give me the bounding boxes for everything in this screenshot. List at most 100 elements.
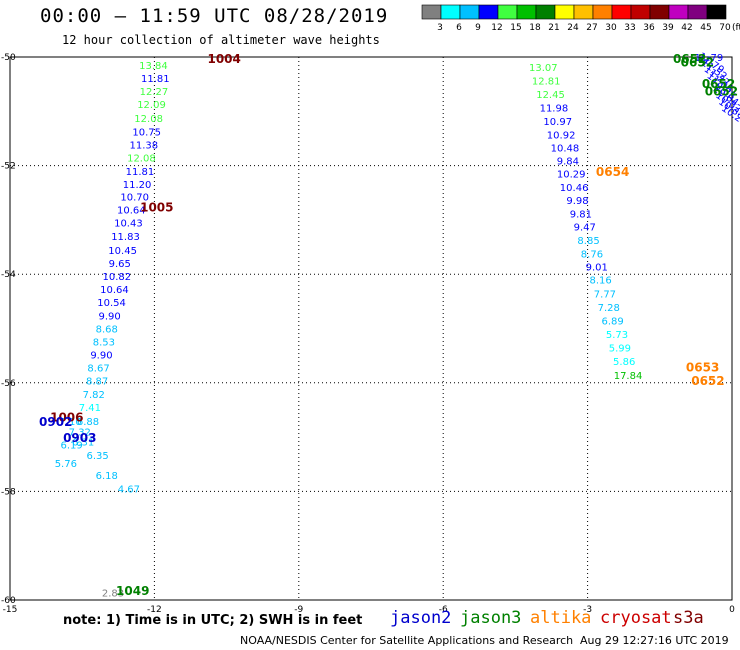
wave-height-label: 12.09 bbox=[137, 100, 166, 111]
wave-height-label: 9.81 bbox=[570, 209, 592, 220]
footer-note: note: 1) Time is in UTC; 2) SWH is in fe… bbox=[63, 613, 363, 628]
wave-height-label: 7.28 bbox=[598, 303, 620, 314]
colorbar-label: 3 bbox=[437, 23, 443, 33]
wave-height-label: 11.81 bbox=[126, 167, 155, 178]
colorbar-swatch bbox=[611, 4, 632, 20]
colorbar-label: 27 bbox=[586, 23, 597, 33]
wave-height-label: 9.01 bbox=[586, 263, 608, 274]
wave-height-label: 5.86 bbox=[613, 357, 635, 368]
y-tick-label: -56 bbox=[1, 379, 16, 389]
y-tick-label: -52 bbox=[1, 162, 16, 172]
wave-height-label: 4.67 bbox=[118, 485, 140, 496]
wave-height-label: 7.41 bbox=[79, 403, 101, 414]
pass-time-label: 1006 bbox=[50, 410, 83, 424]
colorbar-swatch bbox=[459, 4, 480, 20]
x-tick-label: -9 bbox=[294, 605, 303, 615]
pass-time-label: 0902 bbox=[39, 415, 72, 429]
wave-height-label: 6.31 bbox=[72, 437, 94, 448]
colorbar-label: 36 bbox=[643, 23, 655, 33]
colorbar-unit: (ft) bbox=[732, 23, 740, 33]
wave-height-label: 12.08 bbox=[134, 114, 163, 125]
plot-layer: 13.84 11.81 12.27 12.09 12.08 10.75 11.38 12.08… bbox=[39, 51, 740, 599]
wave-height-label: 10.29 bbox=[557, 170, 586, 181]
wave-height-label: 7.32 bbox=[69, 428, 91, 439]
colorbar-label: 30 bbox=[605, 23, 617, 33]
colorbar-swatch bbox=[630, 4, 651, 20]
wave-height-label: 5.73 bbox=[606, 330, 628, 341]
colorbar-label: 45 bbox=[700, 23, 711, 33]
x-tick-label: -15 bbox=[3, 605, 18, 615]
wave-height-label: 7.82 bbox=[83, 390, 105, 401]
wave-height-label: 11.38 bbox=[129, 140, 158, 151]
colorbar-swatch bbox=[592, 4, 613, 20]
wave-height-label: 9.84 bbox=[557, 157, 579, 168]
y-tick-label: -50 bbox=[1, 53, 16, 63]
wave-height-label: 10.46 bbox=[560, 183, 589, 194]
wave-height-label: 10.48 bbox=[551, 144, 580, 155]
colorbar-swatch bbox=[668, 4, 689, 20]
wave-height-label: 10.45 bbox=[108, 246, 137, 257]
footer-timestamp: Aug 29 12:27:16 UTC 2019 bbox=[580, 634, 729, 647]
wave-height-label: 6.19 bbox=[60, 441, 82, 452]
chart-subtitle: 12 hour collection of altimeter wave hei… bbox=[62, 33, 380, 47]
wave-height-label: 6.18 bbox=[96, 471, 118, 482]
pass-time-label: 0652 bbox=[702, 77, 735, 91]
colorbar-label: 42 bbox=[681, 23, 692, 33]
colorbar-label: 6 bbox=[456, 23, 462, 33]
wave-height-label: 9.65 bbox=[109, 259, 131, 270]
wave-height-label: 9.90 bbox=[90, 351, 112, 362]
wave-height-label: 8.85 bbox=[577, 236, 599, 247]
wave-height-label: 5.99 bbox=[609, 344, 631, 355]
wave-height-label: 10.75 bbox=[132, 127, 161, 138]
pass-time-label: 1049 bbox=[116, 584, 149, 598]
x-tick-label: -3 bbox=[583, 605, 592, 615]
wave-height-label: 10.64 bbox=[100, 285, 129, 296]
y-tick-label: -60 bbox=[1, 596, 16, 606]
wave-height-label: 7.77 bbox=[594, 290, 616, 301]
wave-height-label: 11.81 bbox=[141, 74, 170, 85]
colorbar-swatch bbox=[573, 4, 594, 20]
wave-height-label: 9.98 bbox=[566, 196, 588, 207]
colorbar-swatch bbox=[706, 4, 727, 20]
legend-altika: altika bbox=[530, 608, 592, 628]
legend-jason2: jason2 bbox=[390, 608, 452, 628]
legend-cryosat: cryosat bbox=[600, 608, 672, 628]
wave-height-label: 12.27 bbox=[140, 87, 169, 98]
colorbar-label: 70 bbox=[719, 23, 731, 33]
plot-frame bbox=[9, 56, 733, 601]
wave-height-label: 11.20 bbox=[123, 180, 152, 191]
colorbar-swatch bbox=[649, 4, 670, 20]
wave-height-label: 12.45 bbox=[536, 90, 565, 101]
colorbar-label: 39 bbox=[662, 23, 674, 33]
wave-height-label: 10.97 bbox=[543, 117, 572, 128]
wave-height-label: 9.90 bbox=[99, 311, 121, 322]
colorbar-label: 33 bbox=[624, 23, 635, 33]
chart-title: 00:00 – 11:59 UTC 08/28/2019 bbox=[40, 5, 389, 27]
pass-time-label: 0652 bbox=[705, 85, 738, 99]
x-tick-label: 0 bbox=[729, 605, 735, 615]
wave-height-label: 8.16 bbox=[589, 276, 611, 287]
legend-s3a: s3a bbox=[673, 608, 704, 628]
colorbar-swatch bbox=[440, 4, 461, 20]
pass-time-label: 0652 bbox=[681, 55, 714, 69]
colorbar-label: 21 bbox=[548, 23, 559, 33]
wave-height-label: 13.07 bbox=[529, 63, 558, 74]
wave-height-label: 6.35 bbox=[86, 451, 108, 462]
wave-height-label: 10.64 bbox=[117, 206, 146, 217]
pass-time-label: 1004 bbox=[207, 52, 240, 66]
colorbar-swatch bbox=[687, 4, 708, 20]
wave-height-label: 13.84 bbox=[139, 61, 168, 72]
y-tick-label: -54 bbox=[1, 270, 16, 280]
wave-height-label: 10.54 bbox=[97, 298, 126, 309]
legend-jason3: jason3 bbox=[460, 608, 522, 628]
pass-time-label: 1005 bbox=[140, 200, 173, 214]
pass-time-label: 0903 bbox=[63, 431, 96, 445]
colorbar-label: 15 bbox=[510, 23, 521, 33]
colorbar-label: 24 bbox=[567, 23, 579, 33]
wave-height-label: 8.76 bbox=[581, 250, 603, 261]
wave-height-label: 10.92 bbox=[547, 131, 576, 142]
footer-credit: NOAA/NESDIS Center for Satellite Applica… bbox=[240, 634, 574, 647]
colorbar-swatch bbox=[497, 4, 518, 20]
